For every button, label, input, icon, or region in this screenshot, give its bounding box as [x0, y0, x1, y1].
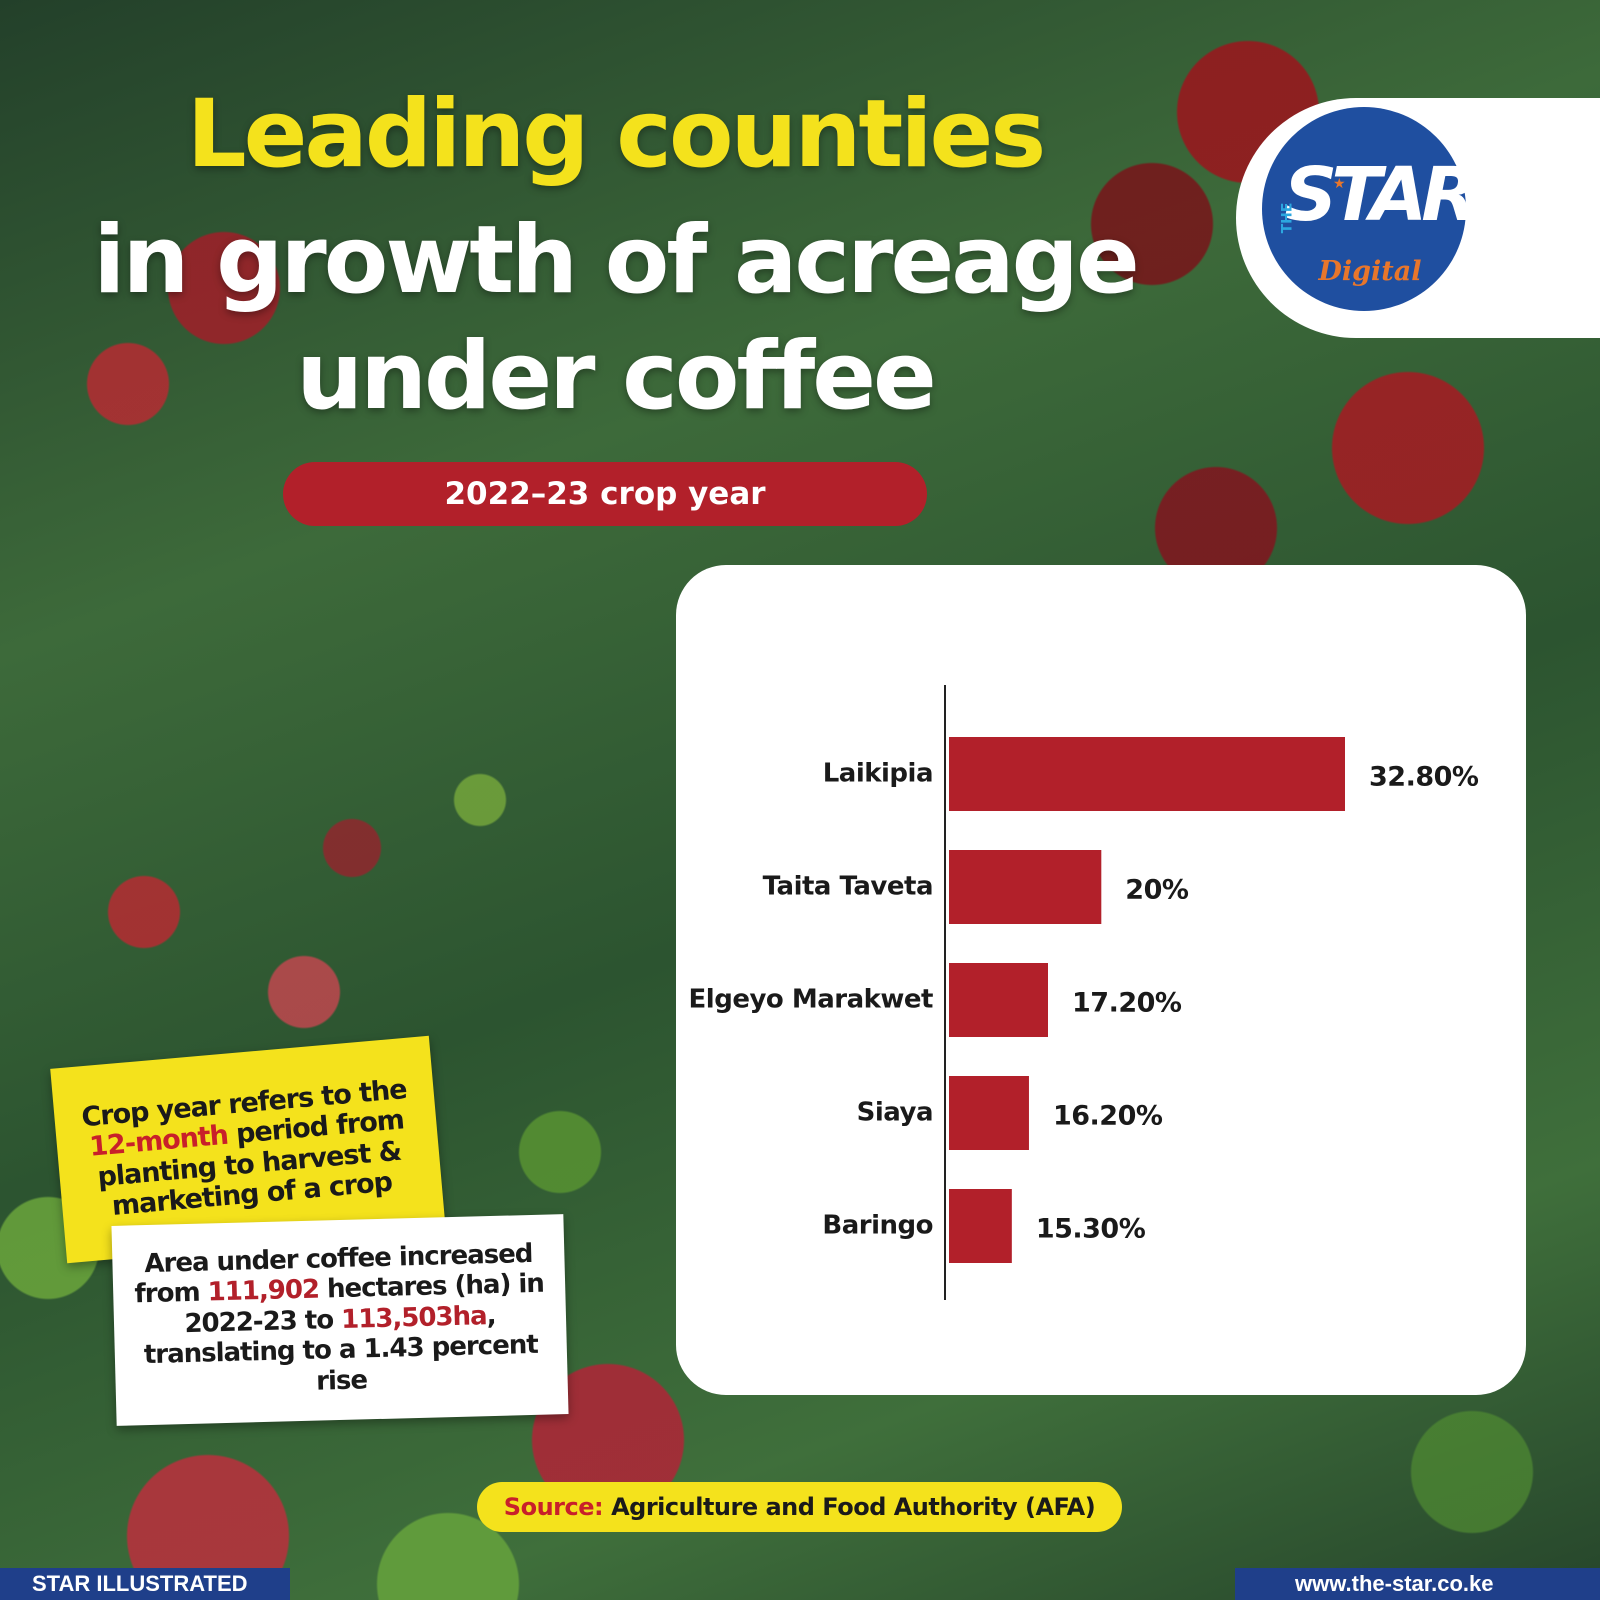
source-pill: Source: Agriculture and Food Authority (…	[477, 1482, 1122, 1532]
area-note-to-value: 113,503ha	[340, 1300, 487, 1335]
star-logo-circle	[1262, 107, 1466, 311]
crop-year-label: 2022–23 crop year	[444, 476, 766, 512]
crop-year-pill: 2022–23 crop year	[283, 462, 927, 526]
value-label: 16.20%	[1053, 1101, 1163, 1132]
area-increase-note: Area under coffee increased from 111,902…	[111, 1214, 569, 1426]
logo-digital-text: Digital	[1318, 256, 1422, 287]
footer-left-text: STAR ILLUSTRATED	[32, 1571, 248, 1596]
bar-taita-taveta	[949, 850, 1102, 924]
bar-laikipia	[949, 737, 1345, 811]
logo-the-text: THE	[1279, 202, 1296, 234]
area-note-line-5: rise	[315, 1364, 368, 1397]
footer-website-link[interactable]: www.the-star.co.ke	[1295, 1571, 1494, 1596]
title-line-3: under coffee	[296, 322, 937, 431]
bar-baringo	[949, 1189, 1012, 1263]
category-label: Baringo	[822, 1211, 933, 1241]
bar-siaya	[949, 1076, 1029, 1150]
logo-star-text: STAR	[1284, 152, 1478, 238]
area-note-to-suffix: ,	[486, 1300, 496, 1331]
category-label: Elgeyo Marakwet	[689, 985, 934, 1015]
area-note-to-prefix: 2022-23 to	[184, 1304, 342, 1339]
chart-card: Laikipia 32.80% Taita Taveta 20% Elgeyo Mara…	[676, 565, 1526, 1395]
value-label: 15.30%	[1036, 1214, 1146, 1245]
source-label: Source:	[503, 1493, 604, 1521]
category-label: Taita Taveta	[763, 872, 933, 902]
area-note-from-value: 111,902	[207, 1274, 320, 1308]
area-note-from-suffix: hectares (ha) in	[318, 1269, 545, 1305]
title-line-1: Leading counties	[186, 80, 1047, 189]
footer-website[interactable]: www.the-star.co.ke	[1235, 1568, 1600, 1600]
source-text: Agriculture and Food Authority (AFA)	[611, 1493, 1096, 1521]
bar-chart: Laikipia 32.80% Taita Taveta 20% Elgeyo Mara…	[689, 685, 1479, 1300]
value-label: 17.20%	[1072, 988, 1182, 1019]
title-line-2: in growth of acreage	[93, 206, 1139, 315]
bar-elgeyo-marakwet	[949, 963, 1048, 1037]
footer-star-illustrated: STAR ILLUSTRATED	[0, 1568, 290, 1600]
value-label: 32.80%	[1369, 762, 1479, 793]
category-label: Laikipia	[823, 759, 933, 789]
category-label: Siaya	[857, 1098, 933, 1128]
value-label: 20%	[1125, 875, 1189, 906]
area-note-from-prefix: from	[134, 1277, 209, 1310]
logo-star-icon: ★	[1333, 175, 1346, 191]
